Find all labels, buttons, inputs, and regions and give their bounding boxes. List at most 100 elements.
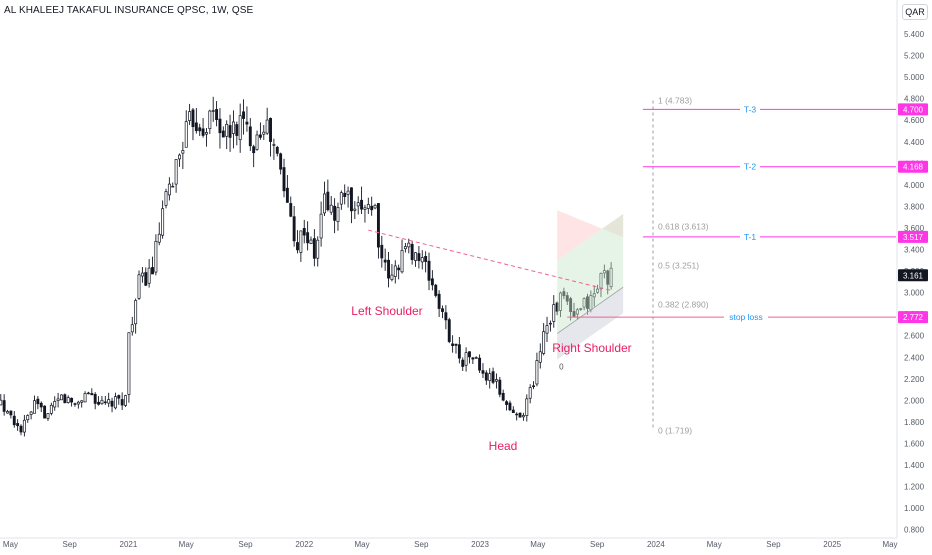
candle-body [444,312,448,321]
y-tick-label: 1.600 [904,439,925,448]
candle-body [387,259,390,279]
candle-body [76,401,80,405]
left-shoulder-label: Left Shoulder [351,304,422,318]
candle-body [417,253,421,261]
candle-body [596,288,600,293]
candle-body [262,131,266,135]
x-tick-label: May [707,540,722,549]
candle-body [130,324,134,333]
x-tick-label: May [882,540,897,549]
candle-body [441,308,444,312]
candle-body [464,352,468,366]
channel-zone-lower [557,287,624,360]
candle-body [33,400,36,414]
candle-body [275,146,279,154]
y-tick-label: 3.400 [904,246,925,255]
head-label: Head [489,439,518,453]
candle-body [208,110,212,130]
x-tick-label: 2024 [647,540,665,549]
y-tick-label: 1.400 [904,461,925,470]
candle-body [191,109,195,128]
candle-body [151,267,154,275]
candle-body [181,150,185,154]
candle-body [312,238,316,259]
candle-body [46,413,50,419]
target-label: T-1 [744,232,757,242]
candle-body [420,257,424,263]
x-tick-label: May [530,540,545,549]
candle-body [147,267,151,284]
candle-body [198,127,202,132]
y-tick-label: 4.600 [904,116,925,125]
target-price-label: 4.168 [903,163,924,172]
fib-level-label: 0.382 (2.890) [658,299,709,309]
candle-body [292,216,296,242]
candle-body [339,192,343,205]
candle-body [478,357,482,371]
candle-body [255,134,259,150]
candle-body [484,372,488,381]
candle-body [22,419,26,433]
y-tick-label: 4.400 [904,138,925,147]
candle-body [454,343,458,346]
channel-zone-upper [557,210,624,261]
candle-body [360,199,364,210]
candle-body [336,207,340,223]
candle-body [542,331,546,354]
candle-body [403,246,407,250]
candle-body [218,118,222,134]
chart-title: AL KHALEEJ TAKAFUL INSURANCE QPSC, 1W, Q… [4,5,254,16]
candle-body [548,322,552,325]
target-price-tag [898,103,928,116]
candle-body [390,274,394,280]
candle-body [29,411,33,415]
y-tick-label: 4.000 [904,181,925,190]
candle-body [582,298,586,308]
candle-body [376,203,380,248]
candle-body [430,278,434,286]
candle-body [221,130,225,138]
candle-body [73,403,77,405]
candle-body [205,132,208,135]
candle-body [245,121,249,125]
candle-body [555,302,559,312]
y-tick-label: 5.000 [904,73,925,82]
fib-level-label: 0.5 (3.251) [658,261,699,271]
candle-body [140,272,144,277]
y-tick-label: 1.800 [904,418,925,427]
candle-body [100,399,104,405]
candle-body [211,110,215,112]
candle-body [356,202,360,207]
candle-body [60,394,63,401]
candle-body [427,260,431,281]
candle-body [333,205,337,221]
candle-body [279,153,283,170]
candle-body [552,304,556,322]
candle-body [447,319,451,342]
candle-body [572,311,576,317]
candle-body [319,213,323,239]
candle-body [157,233,161,243]
candle-body [515,413,519,416]
fib-level-label: 1 (4.783) [658,95,692,105]
candle-body [228,125,232,138]
x-tick-label: May [354,540,369,549]
candle-body [231,121,235,134]
candle-body [43,405,47,419]
candle-body [188,111,192,121]
candle-body [235,124,239,136]
currency-badge[interactable]: QAR [902,4,928,20]
candle-body [174,159,178,185]
candle-body [528,387,532,399]
candle-body [491,371,495,383]
candle-body [474,357,478,359]
candle-body [215,109,219,120]
candle-body [306,232,310,244]
candle-body [269,117,272,142]
candle-body [93,393,97,404]
candle-body [161,208,165,236]
candle-body [49,404,53,414]
candle-body [400,250,404,273]
